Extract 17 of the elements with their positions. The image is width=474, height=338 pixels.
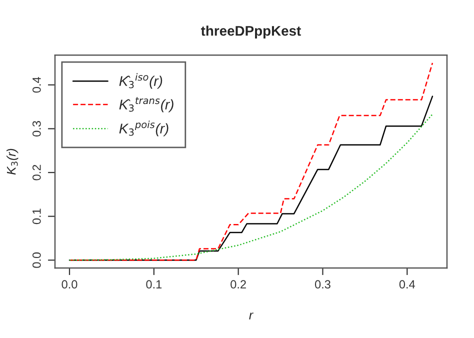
line-series (68, 62, 434, 261)
legend-label: K$_{3}$$^{pois}$(r) (119, 120, 168, 136)
y-tick-label: 0.1 (32, 208, 41, 224)
y-tick-label: 0.2 (32, 164, 41, 180)
y-tick-label: 0.0 (32, 252, 41, 268)
x-tick-label: 0.0 (62, 280, 78, 289)
x-tick-label: 0.4 (399, 280, 415, 289)
y-tick-label: 0.3 (32, 121, 41, 136)
legend-label: K̂$_{3}$$^{trans}$(r) (119, 97, 174, 112)
x-tick-label: 0.3 (314, 280, 330, 289)
x-tick-label: 0.2 (230, 280, 246, 289)
x-axis-title: r (249, 312, 254, 320)
x-tick-label: 0.1 (146, 280, 162, 289)
y-axis-title: K$_{3}$(r) (6, 148, 18, 175)
y-tick-label: 0.4 (32, 77, 41, 93)
legend-label: K̂$_{3}$$^{iso}$(r) (119, 73, 162, 89)
chart-title: threeDPppKest (200, 26, 301, 39)
